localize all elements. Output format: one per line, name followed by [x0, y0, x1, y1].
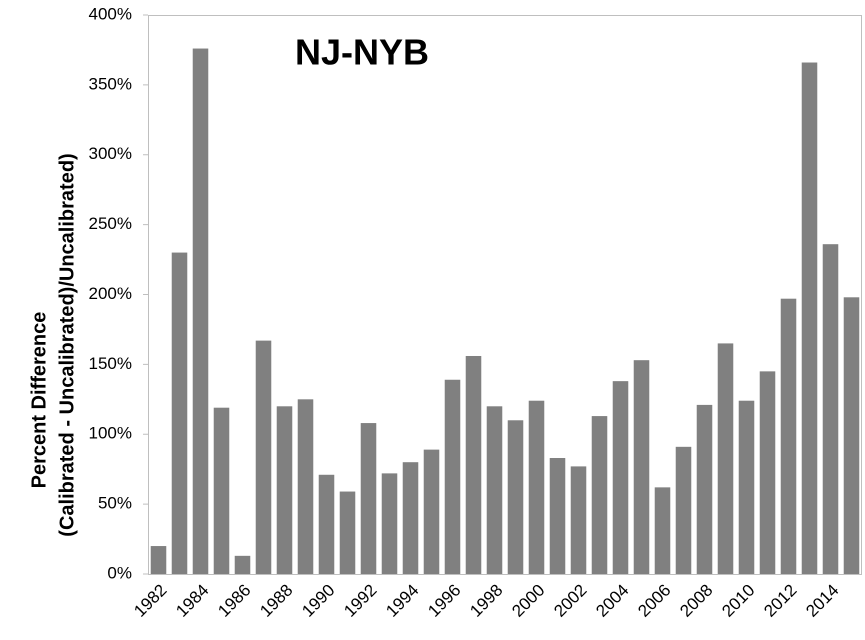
- bar: [633, 360, 650, 574]
- bar: [654, 487, 671, 574]
- bar: [360, 423, 377, 574]
- x-tick-label: 2014: [802, 581, 842, 621]
- y-tick-label: 50%: [98, 494, 132, 513]
- x-tick-label: 1996: [424, 581, 464, 621]
- bar: [549, 458, 566, 574]
- y-axis-label: (Calibrated - Uncalibrated)/Uncalibrated…: [56, 153, 78, 536]
- bar: [465, 355, 482, 574]
- x-tick-label: 1986: [214, 581, 254, 621]
- x-tick-label: 1990: [298, 581, 338, 621]
- x-tick-label: 2004: [592, 581, 632, 621]
- y-tick-label: 200%: [89, 284, 132, 303]
- y-tick-label: 100%: [89, 424, 132, 443]
- bar: [801, 62, 818, 574]
- bar: [402, 462, 419, 574]
- bar: [528, 400, 545, 574]
- x-tick-label: 2006: [634, 581, 674, 621]
- bar: [738, 400, 755, 574]
- x-tick-label: 1998: [466, 581, 506, 621]
- y-tick-label: 0%: [107, 563, 132, 582]
- bar: [591, 416, 608, 574]
- bar: [276, 406, 293, 574]
- bar: [255, 340, 272, 574]
- bar: [822, 244, 839, 574]
- bar: [318, 474, 335, 574]
- x-tick-label: 1992: [340, 581, 380, 621]
- x-tick-label: 2000: [508, 581, 548, 621]
- chart-title: NJ-NYB: [295, 32, 429, 73]
- y-tick-label: 350%: [89, 74, 132, 93]
- bar: [759, 371, 776, 574]
- x-tick-label: 2010: [718, 581, 758, 621]
- bar: [444, 379, 461, 574]
- x-tick-label: 1982: [130, 581, 170, 621]
- bar: [297, 399, 314, 574]
- y-axis-label: Percent Difference: [28, 312, 50, 489]
- y-tick-label: 250%: [89, 214, 132, 233]
- plot-frame: [148, 15, 862, 575]
- x-tick-label: 1994: [382, 581, 422, 621]
- bar: [339, 491, 356, 574]
- bar: [213, 407, 230, 574]
- x-tick-label: 2012: [760, 581, 800, 621]
- bar: [696, 404, 713, 574]
- x-tick-label: 2008: [676, 581, 716, 621]
- bar: [234, 555, 251, 574]
- bar: [423, 449, 440, 574]
- x-tick-label: 2002: [550, 581, 590, 621]
- y-tick-label: 300%: [89, 144, 132, 163]
- bar: [171, 252, 188, 574]
- x-tick-label: 1988: [256, 581, 296, 621]
- bar: [192, 48, 209, 575]
- bar: [507, 420, 524, 574]
- bar: [150, 546, 167, 574]
- bar: [717, 343, 734, 574]
- bar: [675, 446, 692, 574]
- x-tick-label: 1984: [172, 581, 212, 621]
- bar: [486, 406, 503, 574]
- bar: [612, 381, 629, 574]
- bar: [570, 466, 587, 574]
- bar: [381, 473, 398, 574]
- bar: [843, 297, 860, 574]
- y-tick-label: 400%: [89, 4, 132, 23]
- bar: [780, 298, 797, 574]
- y-tick-label: 150%: [89, 354, 132, 373]
